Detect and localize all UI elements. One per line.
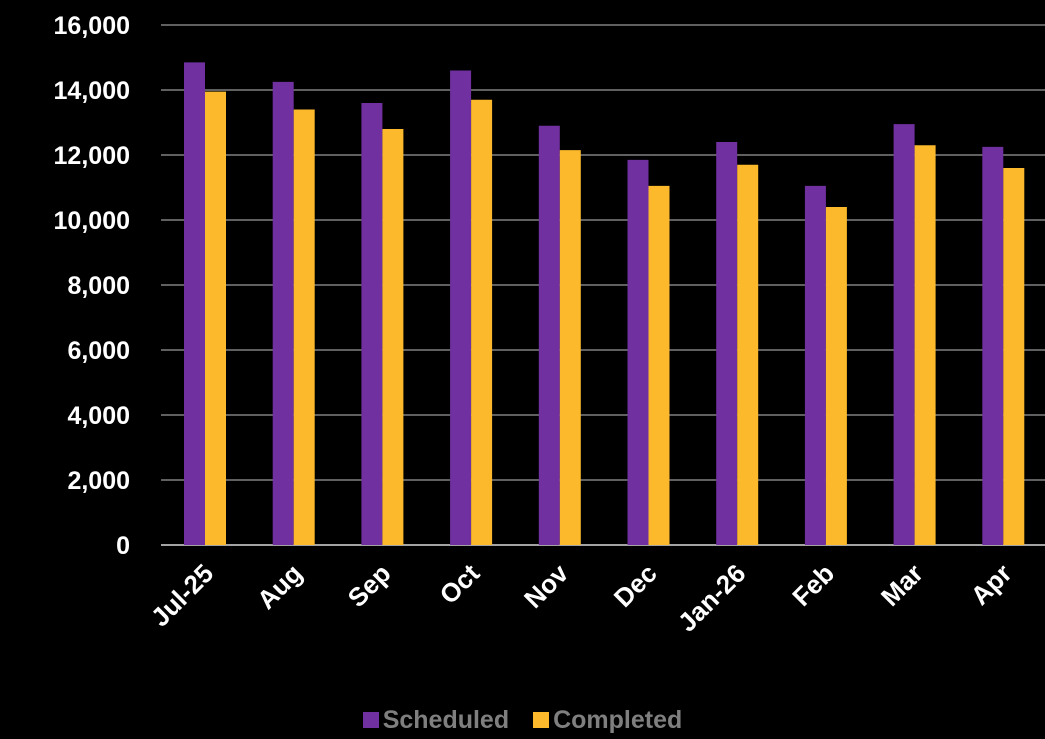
x-tick-label: Oct bbox=[433, 558, 485, 610]
y-tick-label: 0 bbox=[116, 532, 130, 560]
bar-completed bbox=[737, 164, 759, 545]
bar-completed bbox=[471, 99, 493, 545]
bar-scheduled bbox=[272, 81, 294, 545]
y-tick-label: 4,000 bbox=[67, 402, 130, 430]
legend-item-scheduled: Scheduled bbox=[362, 705, 510, 735]
bars bbox=[184, 62, 1025, 545]
bar-completed bbox=[1003, 168, 1025, 545]
bar-scheduled bbox=[361, 103, 383, 545]
bar-scheduled bbox=[627, 159, 649, 545]
x-tick-label: Apr bbox=[965, 558, 1018, 611]
y-tick-label: 10,000 bbox=[54, 207, 130, 235]
bar-chart: 0 2,000 4,000 6,000 8,000 10,000 12,000 14,000 1… bbox=[54, 12, 1045, 638]
bar-completed bbox=[559, 150, 581, 545]
bar-completed bbox=[914, 145, 936, 545]
bar-completed bbox=[205, 91, 226, 545]
legend-swatch-scheduled bbox=[362, 712, 379, 728]
legend-swatch-completed bbox=[533, 712, 550, 728]
legend-item-completed: Completed bbox=[533, 706, 682, 735]
x-tick-label: Jan-26 bbox=[672, 558, 751, 637]
x-tick-label: Jul-25 bbox=[145, 558, 219, 632]
y-tick-label: 14,000 bbox=[54, 77, 130, 105]
y-tick-label: 2,000 bbox=[67, 467, 130, 495]
bar-scheduled bbox=[450, 70, 472, 545]
bar-completed bbox=[648, 185, 670, 545]
y-tick-label: 16,000 bbox=[54, 12, 130, 40]
x-tick-label: Aug bbox=[251, 558, 308, 615]
x-tick-label: Dec bbox=[608, 558, 663, 613]
y-tick-label: 8,000 bbox=[67, 272, 130, 300]
y-axis-tick-labels: 0 2,000 4,000 6,000 8,000 10,000 12,000 14,000 1… bbox=[54, 12, 130, 560]
bar-scheduled bbox=[982, 146, 1004, 545]
x-tick-label: Sep bbox=[342, 558, 397, 613]
bar-scheduled bbox=[716, 142, 738, 545]
bar-scheduled bbox=[893, 124, 915, 545]
legend: Scheduled Completed bbox=[0, 703, 1045, 737]
legend-label-completed: Completed bbox=[553, 705, 683, 734]
bar-scheduled bbox=[804, 185, 826, 545]
legend-label-scheduled: Scheduled bbox=[382, 705, 510, 734]
x-tick-label: Feb bbox=[786, 558, 840, 612]
x-tick-label: Nov bbox=[518, 558, 574, 614]
bar-scheduled bbox=[538, 125, 560, 545]
bar-completed bbox=[382, 129, 404, 545]
x-axis-tick-labels: Jul-25 Aug Sep Oct Nov Dec Jan-26 Feb Mar Apr bbox=[145, 558, 1018, 638]
bar-completed bbox=[825, 207, 847, 545]
bar-scheduled bbox=[184, 62, 205, 545]
bar-completed bbox=[293, 109, 315, 545]
x-tick-label: Mar bbox=[875, 558, 929, 612]
y-tick-label: 6,000 bbox=[67, 337, 130, 365]
y-tick-label: 12,000 bbox=[54, 142, 130, 170]
